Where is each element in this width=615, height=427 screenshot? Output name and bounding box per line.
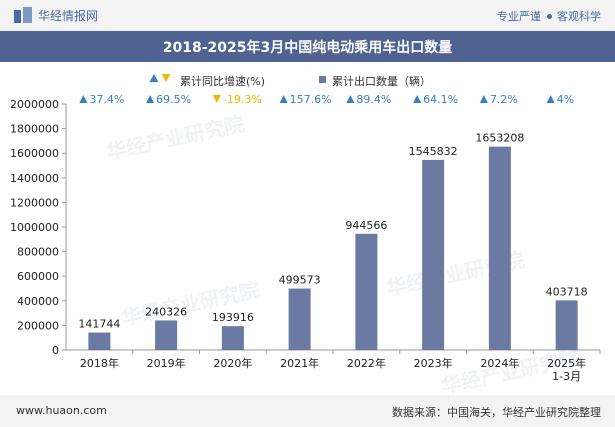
y-tick-label: 1400000 (10, 172, 59, 185)
growth-label: 69.5% (156, 93, 191, 106)
x-tick-label: 2023年 (414, 356, 453, 370)
data-source: 数据来源：中国海关，华经产业研究院整理 (392, 406, 601, 419)
growth-up-triangle-icon (346, 95, 355, 103)
bar-value-label: 240326 (145, 305, 187, 318)
growth-up-triangle-icon (546, 95, 555, 103)
bar (221, 326, 244, 350)
growth-label: 64.1% (423, 93, 458, 106)
x-tick-label: 2019年 (147, 356, 186, 370)
bar-value-label: 944566 (345, 219, 387, 232)
y-tick-label: 600000 (17, 270, 59, 283)
brand-name: 华经情报网 (38, 9, 99, 23)
tag-professional: 专业严谨 (497, 10, 541, 23)
y-tick-label: 200000 (17, 319, 59, 332)
legend: 累计同比增速(%) 累计出口数量（辆） (0, 70, 615, 88)
growth-label: 157.6% (290, 93, 332, 106)
y-tick-label: 0 (52, 344, 59, 357)
growth-up-triangle-icon (79, 95, 88, 103)
growth-up-triangle-icon (146, 95, 155, 103)
x-tick-label: 2022年 (347, 356, 386, 370)
growth-label: 4% (557, 93, 574, 106)
y-tick-label: 800000 (17, 246, 59, 259)
x-tick-label: 1-3月 (552, 370, 581, 383)
growth-label: -19.3% (223, 93, 262, 106)
y-tick-label: 400000 (17, 295, 59, 308)
growth-label: 7.2% (490, 93, 518, 106)
y-tick-label: 1000000 (10, 221, 59, 234)
bar-value-label: 1653208 (475, 132, 524, 145)
bar-chart: 0 200000 400000 600000 800000 1000000 1200000 1… (10, 93, 601, 383)
logo-icon (14, 7, 32, 23)
y-tick-label: 1800000 (10, 123, 59, 136)
legend-up-triangle-icon (149, 74, 159, 82)
x-tick-label: 2025年 (547, 356, 586, 370)
legend-export-swatch (319, 76, 326, 83)
legend-growth-label: 累计同比增速(%) (180, 75, 266, 88)
top-bar: 华经情报网 专业严谨 客观科学 (0, 0, 615, 31)
growth-down-triangle-icon (212, 95, 221, 103)
growth-label: 37.4% (89, 93, 124, 106)
dot-separator-icon (547, 14, 552, 19)
bar (422, 159, 445, 350)
bar-value-label: 403718 (546, 285, 588, 298)
website-url: www.huaon.com (16, 404, 107, 417)
bar (155, 320, 178, 350)
legend-export-label: 累计出口数量（辆） (332, 75, 431, 88)
y-tick-label: 2000000 (10, 98, 59, 111)
bar (288, 288, 311, 350)
growth-up-triangle-icon (479, 95, 488, 103)
tag-objective: 客观科学 (557, 10, 601, 23)
bar-value-label: 193916 (212, 311, 254, 324)
growth-up-triangle-icon (413, 95, 422, 103)
x-tick-label: 2020年 (213, 356, 252, 370)
bar-value-label: 141744 (78, 318, 120, 331)
chart-title: 2018-2025年3月中国纯电动乘用车出口数量 (162, 40, 453, 56)
bar (355, 233, 378, 350)
growth-label: 89.4% (356, 93, 391, 106)
footer: www.huaon.com 数据来源：中国海关，华经产业研究院整理 (0, 395, 615, 427)
bar (555, 300, 578, 350)
bar-value-label: 1545832 (409, 145, 458, 158)
x-tick-label: 2018年 (80, 356, 119, 370)
growth-up-triangle-icon (279, 95, 288, 103)
y-tick-label: 1600000 (10, 147, 59, 160)
x-tick-label: 2024年 (480, 356, 519, 370)
bar (488, 146, 511, 350)
header-tags: 专业严谨 客观科学 (497, 8, 601, 24)
legend-down-triangle-icon (161, 74, 171, 82)
title-bar: 2018-2025年3月中国纯电动乘用车出口数量 (0, 31, 615, 62)
bar-value-label: 499573 (279, 274, 321, 287)
x-tick-label: 2021年 (280, 356, 319, 370)
y-tick-label: 1200000 (10, 196, 59, 209)
bar (88, 332, 111, 350)
